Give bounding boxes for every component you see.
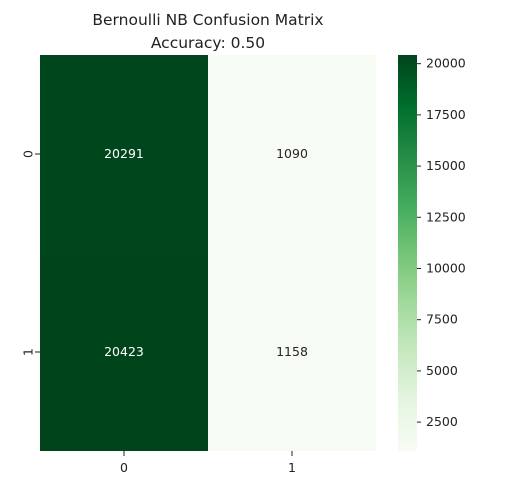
y-tick-label-0: 0 xyxy=(21,150,36,158)
cell-label-1-0: 20423 xyxy=(104,344,144,359)
colorbar-tick-label-1: 5000 xyxy=(426,363,458,378)
heatmap-annotations: 20291 1090 20423 1158 xyxy=(104,146,308,359)
chart-title: Bernoulli NB Confusion Matrix xyxy=(92,11,323,29)
colorbar-tick-label-0: 2500 xyxy=(426,414,458,429)
colorbar-tick-label-3: 10000 xyxy=(426,260,466,275)
x-tick-label-1: 1 xyxy=(288,460,296,475)
y-axis: 01 xyxy=(21,150,40,356)
chart-subtitle: Accuracy: 0.50 xyxy=(151,34,265,52)
heatmap-cell-1-0 xyxy=(40,253,208,451)
colorbar-tick-label-2: 7500 xyxy=(426,312,458,327)
colorbar-tick-label-5: 15000 xyxy=(426,158,466,173)
colorbar-axis: 2500 5000 7500 10000 12500 15000 17500 20000 xyxy=(417,56,466,429)
colorbar xyxy=(398,55,417,451)
colorbar-tick-label-7: 20000 xyxy=(426,56,466,71)
heatmap-cells xyxy=(40,55,376,451)
colorbar-tick-label-4: 12500 xyxy=(426,209,466,224)
cell-label-0-0: 20291 xyxy=(104,146,144,161)
y-tick-label-1: 1 xyxy=(21,348,36,356)
heatmap-cell-0-0 xyxy=(40,55,208,253)
heatmap-cell-0-1 xyxy=(208,55,376,253)
heatmap-cell-1-1 xyxy=(208,253,376,451)
cell-label-0-1: 1090 xyxy=(276,146,308,161)
x-tick-label-0: 0 xyxy=(120,460,128,475)
cell-label-1-1: 1158 xyxy=(276,344,308,359)
colorbar-tick-label-6: 17500 xyxy=(426,107,466,122)
